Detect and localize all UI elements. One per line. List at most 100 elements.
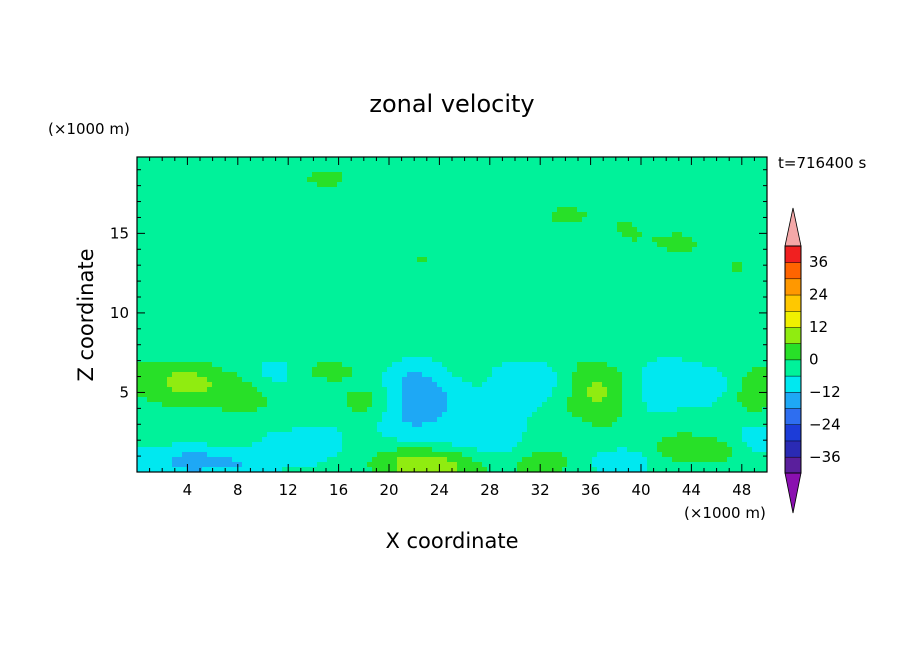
contour-cell <box>207 377 243 383</box>
contour-cell <box>222 367 263 373</box>
contour-cell <box>137 192 767 198</box>
contour-cell <box>422 422 528 428</box>
contour-cell <box>352 372 383 378</box>
contour-cell <box>742 262 767 268</box>
colorbar-under-triangle <box>784 472 802 514</box>
contour-cell <box>742 382 767 388</box>
contour-cell <box>137 422 378 428</box>
contour-cell <box>732 447 753 453</box>
contour-cell <box>672 457 728 463</box>
contour-cell <box>567 462 593 468</box>
contour-cell <box>352 407 368 413</box>
contour-cell <box>402 382 438 388</box>
contour-cell <box>257 407 353 413</box>
contour-cell <box>617 227 638 233</box>
contour-cell <box>347 397 373 403</box>
contour-cell <box>622 392 643 398</box>
contour-cell <box>402 417 438 423</box>
contour-cell <box>582 417 618 423</box>
contour-cell <box>327 457 373 463</box>
contour-cell <box>262 372 288 378</box>
contour-cell <box>137 212 553 218</box>
contour-cell <box>402 397 448 403</box>
colorbar-tick-label: −36 <box>809 448 841 466</box>
colorbar-tick-label: −12 <box>809 383 841 401</box>
contour-cell <box>392 362 443 368</box>
contour-cell <box>462 452 533 458</box>
contour-cell <box>287 367 313 373</box>
contour-cell <box>592 457 648 463</box>
contour-cell <box>312 172 343 178</box>
x-tick-label: 28 <box>480 481 499 499</box>
contour-cell <box>762 407 767 413</box>
contour-cell <box>482 382 558 388</box>
contour-cell <box>342 362 393 368</box>
colorbar-swatch <box>784 261 802 280</box>
contour-cell <box>462 377 488 383</box>
contour-cell <box>387 397 403 403</box>
y-tick-label: 10 <box>110 304 129 322</box>
colorbar-swatch <box>784 456 802 474</box>
x-axis-label: X coordinate <box>385 529 518 553</box>
contour-cell <box>317 362 343 368</box>
colorbar-over-triangle <box>784 207 802 247</box>
contour-cell <box>492 372 558 378</box>
contour-cell <box>447 402 543 408</box>
contour-cell <box>387 367 448 373</box>
contour-cell <box>137 307 767 313</box>
contour-cell <box>137 347 767 353</box>
contour-cell <box>167 382 213 388</box>
contour-cell <box>167 377 208 383</box>
contour-cell <box>407 372 423 378</box>
contour-cell <box>137 392 263 398</box>
colorbar-swatch <box>784 440 802 458</box>
contour-cell <box>552 387 573 393</box>
contour-cell <box>147 397 268 403</box>
contour-cell <box>712 402 743 408</box>
contour-cell <box>342 177 767 183</box>
contour-cell <box>552 367 578 373</box>
contour-cell <box>172 372 198 378</box>
contour-cell <box>212 362 263 368</box>
contour-cell <box>207 442 253 448</box>
colorbar-swatch <box>784 359 802 377</box>
contour-cell <box>137 412 383 418</box>
contour-cell <box>137 202 767 208</box>
contour-cell <box>612 422 767 428</box>
y-axis-label: Z coordinate <box>74 248 98 381</box>
contour-cell <box>742 267 767 273</box>
contour-cell <box>572 412 623 418</box>
contour-cell <box>137 417 383 423</box>
contour-cell <box>552 392 573 398</box>
contour-cell <box>442 387 553 393</box>
contour-cell <box>607 392 623 398</box>
contour-cell <box>402 387 443 393</box>
contour-cell <box>642 387 728 393</box>
colorbar-tick-label: 24 <box>809 286 828 304</box>
colorbar-swatch <box>784 343 802 361</box>
contour-cell <box>137 342 767 348</box>
contour-cell <box>137 187 767 193</box>
contour-cell <box>137 272 767 278</box>
contour-cell <box>402 392 448 398</box>
contour-cell <box>572 387 588 393</box>
colorbar-swatch <box>784 407 802 426</box>
contour-cell <box>727 377 743 383</box>
contour-cell <box>737 392 767 398</box>
contour-cell <box>567 407 623 413</box>
contour-cell <box>472 382 483 388</box>
colorbar-tick-label: 0 <box>809 351 819 369</box>
contour-cell <box>137 462 173 468</box>
contour-cell <box>252 382 383 388</box>
colorbar: 36 24 12 0 −12 −24 −36 <box>784 207 841 514</box>
contour-cell <box>342 437 398 443</box>
contour-cell <box>552 217 583 223</box>
contour-cell <box>262 392 348 398</box>
contour-cell <box>622 407 648 413</box>
contour-cell <box>262 362 288 368</box>
contour-cell <box>382 377 403 383</box>
contour-cell <box>547 362 578 368</box>
contour-cell <box>212 382 253 388</box>
x-tick-label: 44 <box>682 481 701 499</box>
